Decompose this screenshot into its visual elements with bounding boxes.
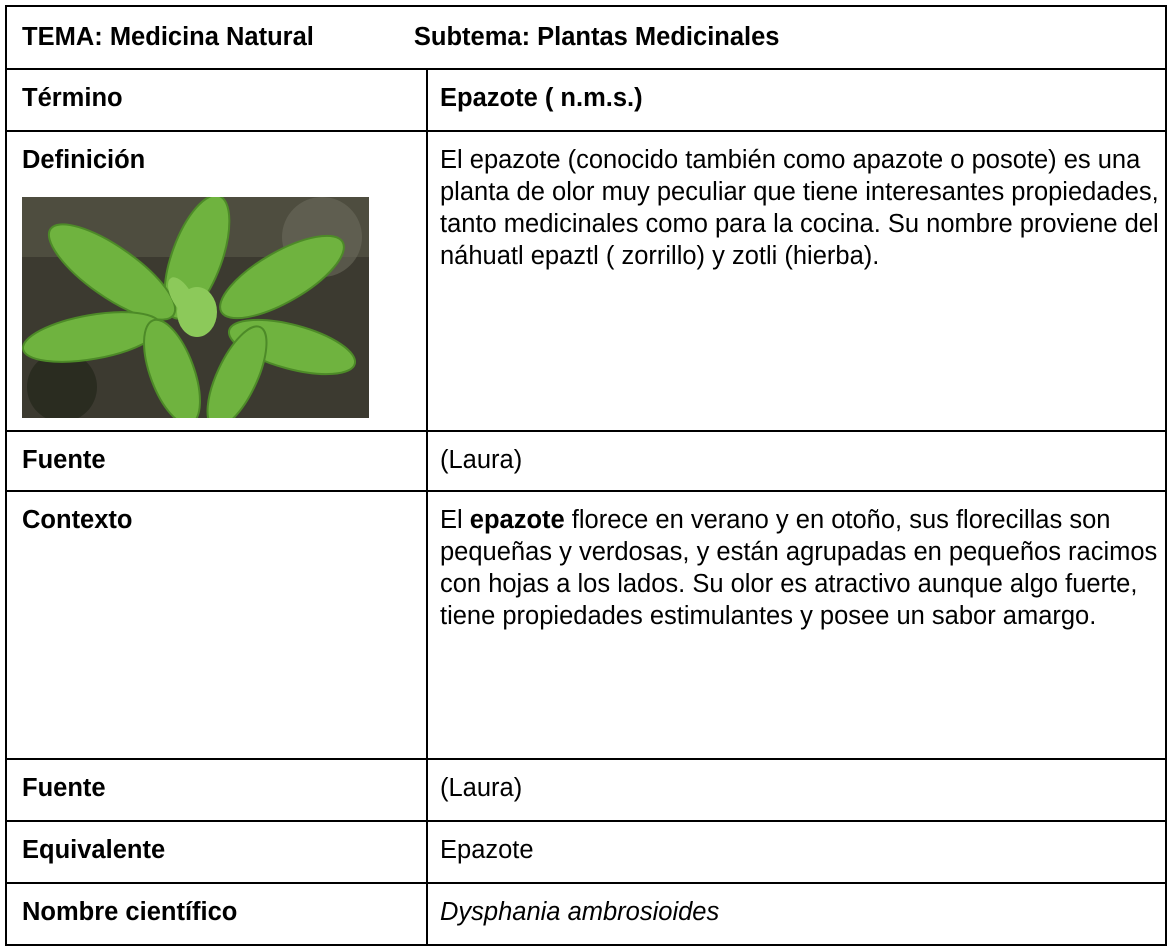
content: Epazote ( n.m.s.) <box>426 68 1167 132</box>
subtema: Subtema: Plantas Medicinales <box>413 23 780 51</box>
label: Fuente <box>5 430 428 492</box>
text: El <box>440 506 470 534</box>
content: (Laura) <box>426 430 1167 492</box>
row: Término Epazote ( n.m.s.) <box>5 68 1167 132</box>
label: Nombre científico <box>5 882 428 946</box>
content: El epazote (conocido también como apazot… <box>426 130 1167 432</box>
row: Fuente (Laura) <box>5 430 1167 492</box>
label: Fuente <box>5 758 428 822</box>
header-cell: TEMA: Medicina Natural Subtema: Plantas M… <box>5 5 1167 70</box>
label: Contexto <box>5 490 428 760</box>
term-table: TEMA: Medicina Natural Subtema: Plantas M… <box>5 5 1167 946</box>
text: florece en verano y en otoño, sus florec… <box>440 506 1158 630</box>
row: Nombre científico Dysphania ambrosioides <box>5 882 1167 946</box>
content: (Laura) <box>426 758 1167 822</box>
tema: TEMA: Medicina Natural <box>22 23 314 51</box>
label: Término <box>5 68 428 132</box>
content: El epazote florece en verano y en otoño,… <box>426 490 1167 760</box>
label: Equivalente <box>5 820 428 884</box>
bold-term: epazote <box>469 506 565 534</box>
plant-image <box>22 197 369 418</box>
content: Dysphania ambrosioides <box>426 882 1167 946</box>
row: Fuente (Laura) <box>5 758 1167 822</box>
label: Definición <box>22 146 146 174</box>
row: Contexto El epazote florece en verano y … <box>5 490 1167 760</box>
row: Definición El epazote (conocido también … <box>5 130 1167 432</box>
label-cell: Definición <box>5 130 428 432</box>
header-row: TEMA: Medicina Natural Subtema: Plantas M… <box>5 5 1167 70</box>
row: Equivalente Epazote <box>5 820 1167 884</box>
content: Epazote <box>426 820 1167 884</box>
